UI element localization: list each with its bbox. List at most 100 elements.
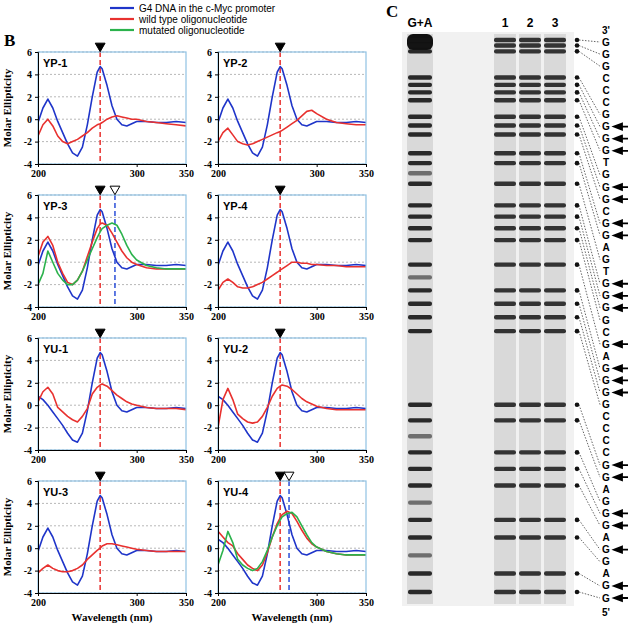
x-tick: 300 — [310, 307, 325, 322]
series-line — [38, 210, 186, 300]
sequence-letter: G — [602, 544, 610, 555]
x-tick-label: 200 — [31, 311, 46, 322]
gel-band — [408, 83, 432, 87]
sequence-letter: G — [602, 49, 610, 60]
protection-arrow — [614, 232, 628, 238]
gel-band — [408, 262, 432, 266]
grid-line — [38, 405, 186, 406]
sequence-letter: G — [602, 399, 610, 410]
band-dot — [575, 226, 580, 231]
grid-line — [218, 382, 366, 383]
sequence-letter: G — [602, 496, 610, 507]
band-dot — [575, 161, 580, 166]
gel-band — [544, 214, 566, 218]
gel-band — [494, 38, 516, 42]
gel-band — [408, 49, 432, 53]
y-tick: 4 — [27, 355, 38, 366]
panel-label: B — [4, 31, 15, 50]
y-tick-label: 6 — [207, 333, 212, 344]
gel-band — [494, 301, 516, 305]
x-tick: 300 — [130, 593, 145, 608]
y-tick-mark — [35, 217, 38, 218]
gel-band — [544, 315, 566, 319]
y-tick: 0 — [207, 400, 218, 411]
series-line — [38, 496, 186, 586]
x-tick-mark — [366, 307, 367, 310]
connector — [579, 331, 600, 404]
y-tick: 4 — [207, 212, 218, 223]
grid — [218, 481, 366, 593]
y-tick: 6 — [27, 333, 38, 344]
y-tick-mark — [215, 97, 218, 98]
y-tick-label: 6 — [207, 190, 212, 201]
y-tick: 2 — [207, 92, 218, 103]
sequence-letter: G — [602, 556, 610, 567]
x-axis-line — [219, 308, 367, 311]
band-dot — [575, 83, 580, 88]
x-tick: 200 — [31, 450, 46, 465]
connector — [579, 265, 600, 345]
peak-marker — [95, 186, 105, 195]
x-tick: 200 — [31, 164, 46, 179]
panel-title: YP-3 — [43, 200, 67, 212]
protection-arrow — [614, 184, 628, 190]
panel: -4-20246200300350YP-1Molar Ellipticity — [1, 43, 194, 179]
gel-band — [494, 535, 516, 539]
x-tick-label: 350 — [179, 311, 194, 322]
gel-band — [544, 467, 566, 471]
band-dot — [575, 98, 580, 103]
band-dot — [575, 571, 580, 576]
grid-line — [218, 405, 366, 406]
plot-background — [38, 195, 186, 307]
sequence-letter: C — [602, 97, 609, 108]
x-tick-label: 300 — [310, 597, 325, 608]
grid-line — [38, 239, 186, 240]
sequence-letter: A — [602, 484, 609, 495]
grid-line — [218, 548, 366, 549]
panel: -4-20246200300350YU-3Molar EllipticityWa… — [1, 472, 194, 624]
lane-label: 1 — [502, 16, 509, 30]
gel-lane — [519, 34, 541, 604]
gel-band — [519, 483, 541, 487]
x-axis-line — [219, 451, 367, 454]
x-tick-label: 350 — [179, 168, 194, 179]
x-axis-line — [39, 594, 187, 597]
connector — [579, 205, 600, 283]
y-tick-mark — [35, 240, 38, 241]
plot-background — [38, 338, 186, 450]
reference-line — [288, 481, 290, 593]
gel-band — [544, 262, 566, 266]
band-dot — [575, 329, 580, 334]
x-axis-line — [219, 594, 367, 597]
y-tick-mark — [215, 526, 218, 527]
y-axis-line — [215, 53, 219, 165]
x-tick-mark — [366, 164, 367, 167]
y-axis-title: Molar Ellipticity — [1, 354, 13, 433]
x-tick: 300 — [130, 450, 145, 465]
peak-marker — [275, 186, 285, 195]
sequence-letter: G — [602, 593, 610, 604]
y-tick-label: 2 — [27, 235, 32, 246]
x-tick-mark — [218, 450, 219, 453]
plot-frame — [218, 481, 366, 593]
x-tick: 350 — [359, 593, 374, 608]
x-axis: 200300350 — [31, 164, 194, 179]
band-dot — [575, 132, 580, 137]
x-tick-mark — [186, 450, 187, 453]
y-tick: 0 — [27, 543, 38, 554]
sequence-letter: G — [602, 145, 610, 156]
title-patch — [222, 485, 250, 499]
gel-band — [544, 483, 566, 487]
gel-band — [544, 115, 566, 119]
sequence-letter: C — [602, 85, 609, 96]
gel-band — [408, 181, 432, 185]
band-dot — [575, 483, 580, 488]
y-axis: -4-20246 — [204, 333, 219, 456]
plot-frame — [218, 52, 366, 164]
y-tick-label: 0 — [207, 400, 212, 411]
grid-line — [218, 503, 366, 504]
gel-band — [544, 226, 566, 230]
y-tick: 0 — [27, 257, 38, 268]
peak-marker — [110, 186, 120, 195]
y-axis: -4-20246 — [24, 476, 39, 599]
